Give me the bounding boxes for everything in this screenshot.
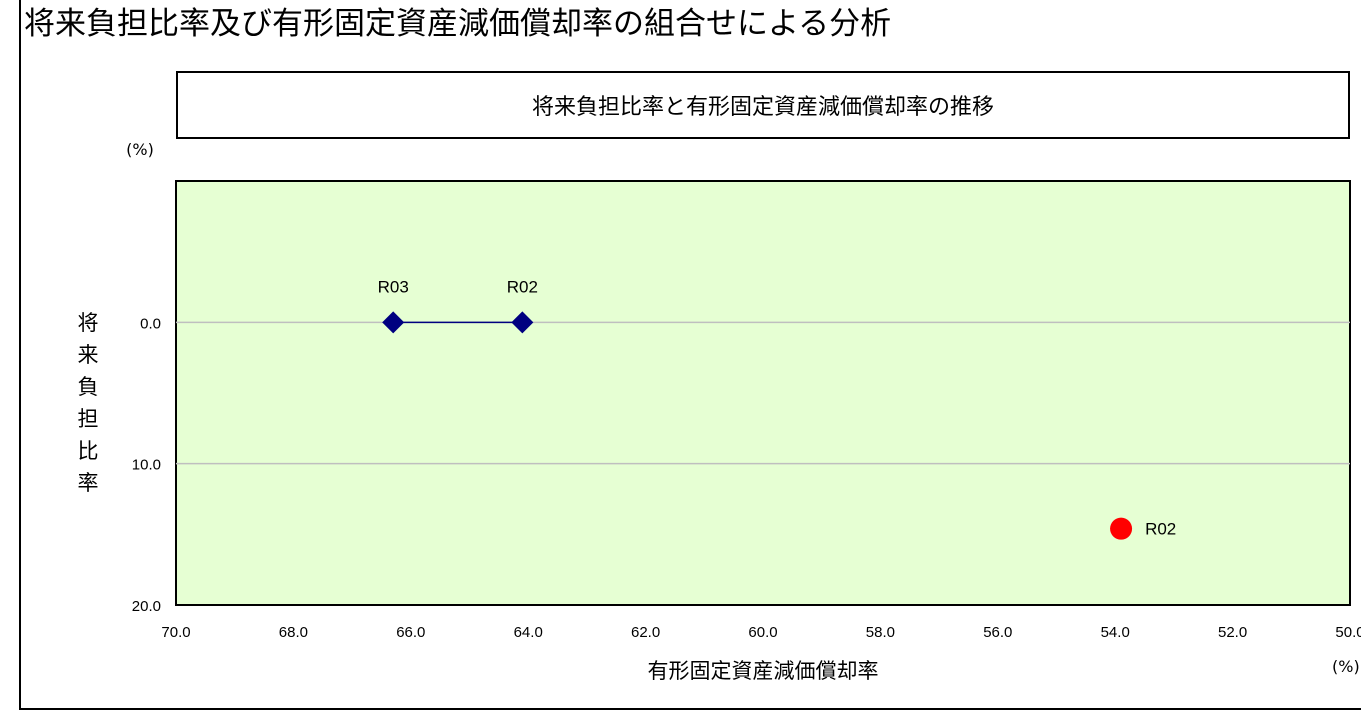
x-tick-label: 60.0 [748,624,777,641]
y-axis-title: 将来負担比率 [78,311,99,495]
y-tick-label: 20.0 [132,598,161,615]
data-point-label: R02 [507,277,538,296]
page-title: 将来負担比率及び有形固定資産減価償却率の組合せによる分析 [24,6,892,42]
data-point-diamond [382,311,405,334]
x-tick-label: 56.0 [983,624,1012,641]
data-point-label: R03 [378,277,409,296]
data-point-label: R02 [1145,520,1176,539]
y-tick-label: 0.0 [140,315,161,332]
gridlines [176,321,1350,465]
y-axis-unit: (%) [126,140,154,159]
x-axis-title: 有形固定資産減価償却率 [648,659,879,683]
x-tick-label: 62.0 [631,624,660,641]
x-tick-label: 66.0 [396,624,425,641]
series: R02 [1110,517,1176,540]
x-tick-label: 52.0 [1218,624,1247,641]
x-tick-label: 58.0 [866,624,895,641]
x-axis-unit: (%) [1332,657,1360,676]
x-tick-label: 64.0 [514,624,543,641]
x-tick-label: 50.0 [1335,624,1361,641]
chart-title: 将来負担比率と有形固定資産減価償却率の推移 [176,71,1350,139]
data-point-circle [1110,517,1133,540]
data-point-diamond [511,311,534,334]
x-tick-label: 68.0 [279,624,308,641]
plot-area [175,180,1351,606]
y-axis-ticks: 0.0 10.0 20.0 [132,315,161,615]
x-tick-label: 70.0 [161,624,190,641]
page-frame [19,0,1361,710]
x-tick-label: 54.0 [1101,624,1130,641]
series: R03 R02 [378,277,538,334]
x-axis-ticks: 70.0 68.0 66.0 64.0 62.0 60.0 58.0 56.0 54.0 52.0… [161,624,1361,641]
series-layer: R03 R02 R02 [378,277,1176,540]
y-tick-label: 10.0 [132,457,161,474]
